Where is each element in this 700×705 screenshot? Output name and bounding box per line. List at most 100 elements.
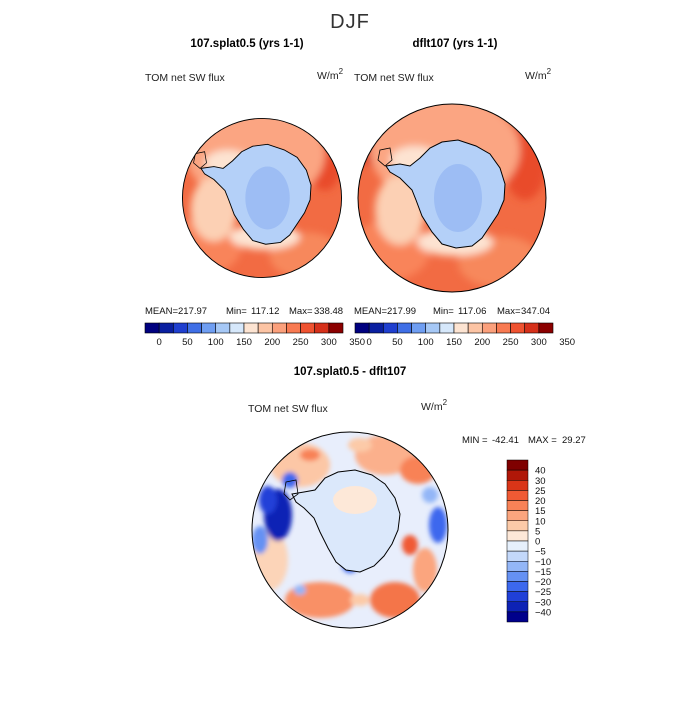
colorbar-swatch	[229, 322, 245, 334]
map-boundary	[181, 117, 343, 279]
map-field	[252, 432, 448, 628]
colorbar-tick-label: 50	[392, 337, 403, 348]
colorbar-swatch	[271, 322, 287, 334]
stats-line: MEAN= 217.97 Min= 117.12 Max= 338.48	[145, 306, 343, 317]
min-value: -42.41	[492, 435, 519, 446]
max-value: 347.04	[521, 306, 550, 317]
variable-label: TOM net SW flux	[145, 72, 225, 84]
colorbar-swatch	[506, 581, 529, 592]
colorbar-swatch	[382, 322, 398, 334]
antarctica-interior	[245, 166, 290, 230]
colorbar-ticks: 0 50 100 150 200 250 300 350	[366, 337, 575, 348]
colorbar-tick-label: 200	[474, 337, 490, 348]
colorbar-tick-label: −10	[535, 557, 551, 568]
colorbar-swatch	[243, 322, 259, 334]
units-label: W/m2	[317, 67, 344, 82]
min-label: Min=	[226, 306, 247, 317]
colorbar-swatch	[481, 322, 497, 334]
max-value: 338.48	[314, 306, 343, 317]
colorbar-swatch	[215, 322, 231, 334]
diff-stats: MIN = -42.41 MAX = 29.27	[462, 435, 586, 446]
colorbar-swatch	[524, 322, 540, 334]
colorbar-swatch	[506, 601, 529, 613]
colorbar-swatch	[506, 540, 529, 552]
colorbar-swatch	[510, 322, 526, 334]
colorbar	[354, 322, 554, 334]
units-label: W/m2	[421, 398, 448, 413]
colorbar-tick-label: 350	[349, 337, 365, 348]
colorbar-tick-label: 250	[293, 337, 309, 348]
colorbar-tick-label: −30	[535, 597, 551, 608]
variable-label: TOM net SW flux	[248, 403, 328, 415]
figure-title: DJF	[330, 11, 370, 33]
mean-value: 217.97	[178, 306, 207, 317]
colorbar-tick-label: 100	[418, 337, 434, 348]
colorbar-swatch	[506, 561, 529, 572]
colorbar-tick-label: 200	[264, 337, 280, 348]
colorbar-swatch	[300, 322, 316, 334]
panel-difference: 107.splat0.5 - dflt107 TOM net SW flux W…	[248, 366, 586, 629]
units-label: W/m2	[525, 67, 552, 82]
min-label: MIN =	[462, 435, 488, 446]
panel-control: dflt107 (yrs 1-1) TOM net SW flux W/m2	[354, 38, 575, 348]
max-label: Max=	[497, 306, 521, 317]
colorbar	[506, 459, 529, 623]
colorbar	[144, 322, 344, 334]
peninsula-coast	[193, 151, 207, 169]
map-boundary	[251, 431, 449, 629]
colorbar-swatch	[506, 490, 529, 501]
max-value: 29.27	[562, 435, 586, 446]
min-label: Min=	[433, 306, 454, 317]
colorbar-tick-label: 20	[535, 496, 546, 507]
colorbar-swatch	[425, 322, 441, 334]
colorbar-swatch	[172, 322, 188, 334]
colorbar-swatch	[506, 591, 529, 602]
colorbar-tick-label: 250	[503, 337, 519, 348]
map-field	[182, 118, 342, 278]
colorbar-tick-label: −25	[535, 587, 551, 598]
colorbar-swatch	[453, 322, 469, 334]
colorbar-tick-label: 15	[535, 506, 546, 517]
colorbar-tick-label: 0	[366, 337, 371, 348]
colorbar-swatch	[506, 469, 529, 481]
colorbar-tick-label: 0	[156, 337, 161, 348]
colorbar-swatch	[144, 322, 160, 334]
colorbar-swatch	[187, 322, 202, 334]
colorbar-tick-label: −40	[535, 607, 551, 618]
antarctica-interior	[434, 164, 482, 232]
min-value: 117.12	[251, 306, 279, 317]
colorbar-swatch	[257, 322, 273, 334]
colorbar-swatch	[314, 322, 330, 334]
polar-map	[181, 117, 343, 279]
colorbar-swatch	[506, 530, 529, 542]
colorbar-tick-label: −5	[535, 547, 546, 558]
polar-map	[251, 431, 449, 629]
colorbar-tick-label: 150	[446, 337, 462, 348]
panel-model: 107.splat0.5 (yrs 1-1) TOM net SW flux W…	[144, 38, 365, 348]
colorbar-swatch	[506, 500, 529, 511]
mean-label: MEAN=	[145, 306, 178, 317]
colorbar-swatch	[286, 322, 301, 334]
colorbar-swatch	[201, 322, 217, 334]
colorbar-swatch	[439, 322, 455, 334]
colorbar-tick-label: 300	[531, 337, 547, 348]
colorbar-swatch	[496, 322, 511, 334]
colorbar-tick-label: 100	[208, 337, 224, 348]
colorbar-swatch	[411, 322, 427, 334]
colorbar-swatch	[368, 322, 384, 334]
colorbar-tick-label: 0	[535, 537, 540, 548]
colorbar-tick-label: 25	[535, 486, 546, 497]
colorbar-tick-label: 50	[182, 337, 193, 348]
colorbar-swatch	[467, 322, 483, 334]
max-label: MAX =	[528, 435, 557, 446]
colorbar-swatch	[506, 510, 529, 521]
mean-value: 217.99	[387, 306, 416, 317]
panel-title: dflt107 (yrs 1-1)	[412, 38, 497, 50]
colorbar-tick-label: 40	[535, 466, 546, 477]
colorbar-tick-label: 10	[535, 516, 546, 527]
colorbar-swatch	[158, 322, 174, 334]
map-boundary	[357, 103, 547, 293]
colorbar-tick-label: 150	[236, 337, 252, 348]
